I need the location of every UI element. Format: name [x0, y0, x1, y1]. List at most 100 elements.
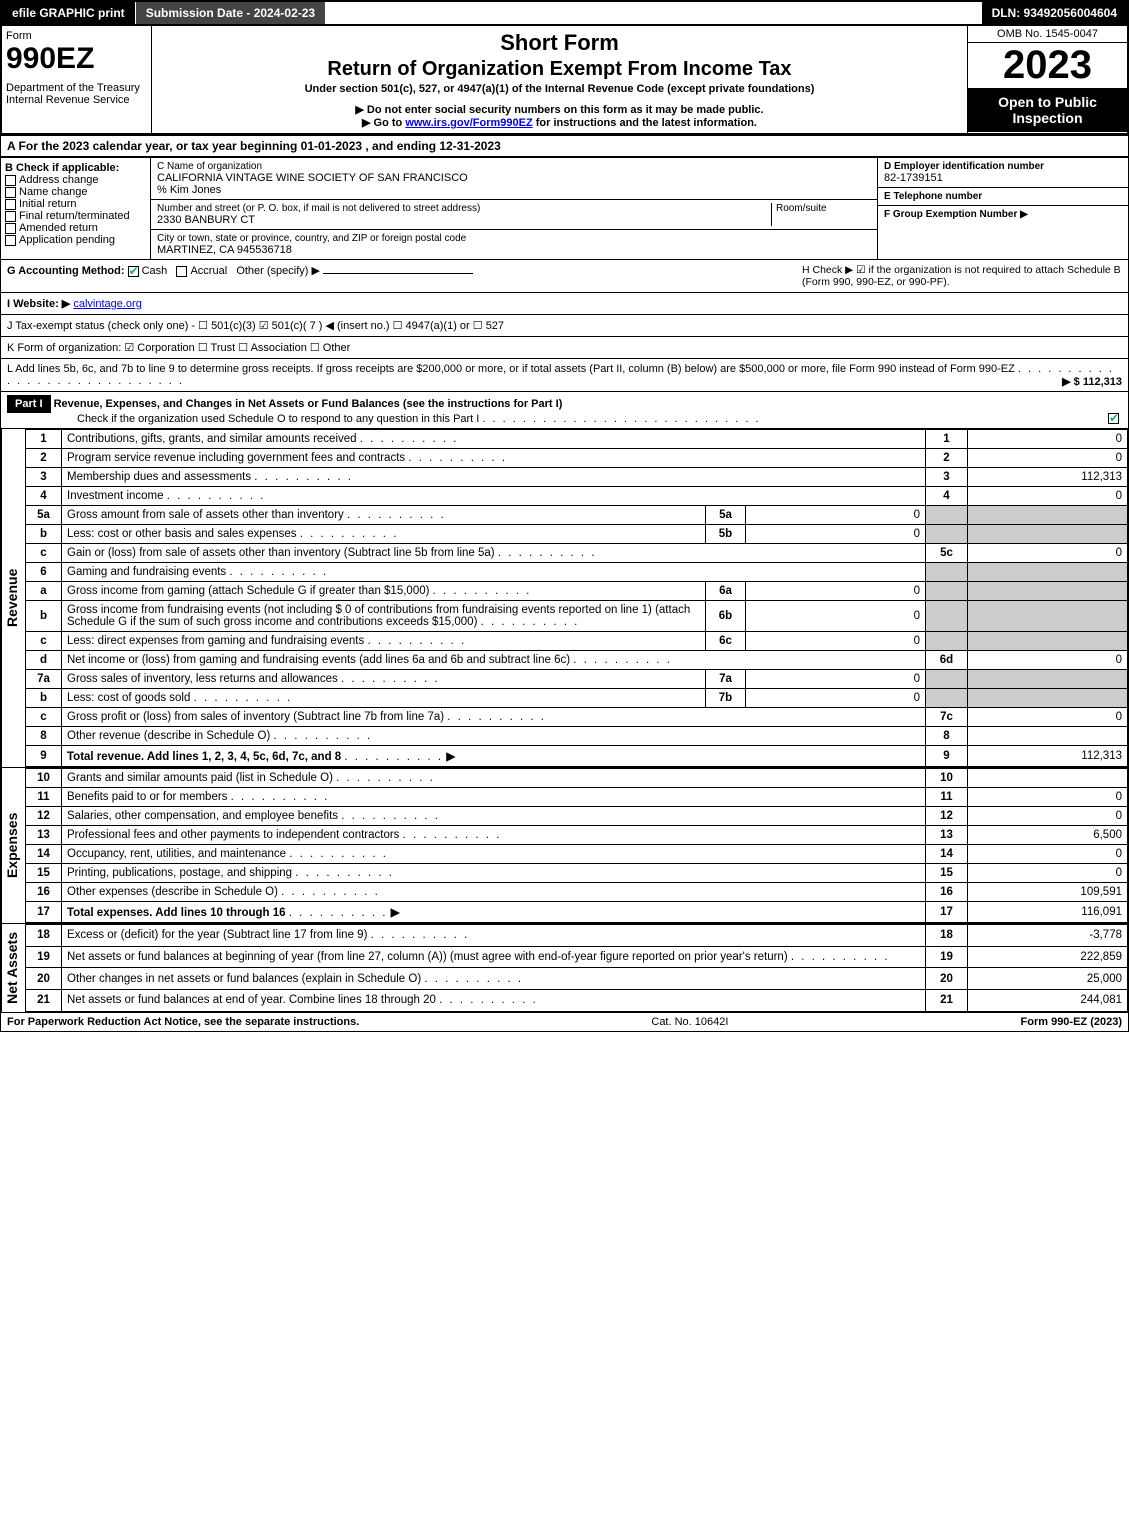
- line-col-label: 2: [926, 449, 968, 468]
- grey-cell: [968, 506, 1128, 525]
- line-description: Net assets or fund balances at end of ye…: [62, 990, 926, 1012]
- grey-cell: [926, 670, 968, 689]
- line-number: 15: [26, 864, 62, 883]
- website-link[interactable]: calvintage.org: [73, 298, 142, 310]
- title-short-form: Short Form: [156, 30, 963, 56]
- line-L-gross-receipts: L Add lines 5b, 6c, and 7b to line 9 to …: [0, 359, 1129, 392]
- line-col-label: 15: [926, 864, 968, 883]
- line-value: [968, 727, 1128, 746]
- line-GH: G Accounting Method: Cash Accrual Other …: [0, 260, 1129, 293]
- line-number: a: [26, 582, 62, 601]
- line-description: Gross income from fundraising events (no…: [62, 601, 706, 632]
- line-number: b: [26, 689, 62, 708]
- sub-line-label: 7a: [706, 670, 746, 689]
- table-row: 21Net assets or fund balances at end of …: [26, 990, 1128, 1012]
- line-K-form-org: K Form of organization: ☑ Corporation ☐ …: [0, 337, 1129, 359]
- line-description: Gross income from gaming (attach Schedul…: [62, 582, 706, 601]
- part-I-badge: Part I: [7, 395, 51, 413]
- line-number: 18: [26, 925, 62, 947]
- line-description: Contributions, gifts, grants, and simila…: [62, 430, 926, 449]
- line-col-label: 8: [926, 727, 968, 746]
- line-description: Other expenses (describe in Schedule O) …: [62, 883, 926, 902]
- line-number: 20: [26, 968, 62, 990]
- city-label: City or town, state or province, country…: [157, 233, 871, 244]
- subtitle-section: Under section 501(c), 527, or 4947(a)(1)…: [156, 83, 963, 95]
- header-center: Short Form Return of Organization Exempt…: [152, 26, 967, 133]
- room-label: Room/suite: [776, 203, 871, 214]
- line-number: 12: [26, 807, 62, 826]
- table-row: 20Other changes in net assets or fund ba…: [26, 968, 1128, 990]
- table-row: cGross profit or (loss) from sales of in…: [26, 708, 1128, 727]
- chk-name-change[interactable]: Name change: [5, 186, 146, 198]
- part-I-header-row: Part I Revenue, Expenses, and Changes in…: [0, 392, 1129, 429]
- efile-print-label[interactable]: efile GRAPHIC print: [2, 2, 135, 24]
- sub-line-value: 0: [746, 689, 926, 708]
- line-col-label: 19: [926, 946, 968, 968]
- chk-application-pending[interactable]: Application pending: [5, 234, 146, 246]
- ein-value: 82-1739151: [884, 172, 1122, 184]
- chk-cash[interactable]: [128, 266, 139, 277]
- table-row: bLess: cost of goods sold . . . . . . . …: [26, 689, 1128, 708]
- chk-initial-return[interactable]: Initial return: [5, 198, 146, 210]
- netassets-side-label: Net Assets: [1, 924, 25, 1012]
- line-number: 7a: [26, 670, 62, 689]
- D-label: D Employer identification number: [884, 161, 1122, 172]
- table-row: 16Other expenses (describe in Schedule O…: [26, 883, 1128, 902]
- chk-final-return[interactable]: Final return/terminated: [5, 210, 146, 222]
- irs-link[interactable]: www.irs.gov/Form990EZ: [405, 117, 532, 129]
- table-row: 6Gaming and fundraising events . . . . .…: [26, 563, 1128, 582]
- grey-cell: [926, 601, 968, 632]
- expenses-section: Expenses 10Grants and similar amounts pa…: [0, 768, 1129, 924]
- line-value: 0: [968, 708, 1128, 727]
- table-row: bGross income from fundraising events (n…: [26, 601, 1128, 632]
- line-A-tax-year: A For the 2023 calendar year, or tax yea…: [0, 135, 1129, 157]
- chk-accrual[interactable]: [176, 266, 187, 277]
- line-value: 25,000: [968, 968, 1128, 990]
- line-description: Less: direct expenses from gaming and fu…: [62, 632, 706, 651]
- table-row: 10Grants and similar amounts paid (list …: [26, 769, 1128, 788]
- line-value: 0: [968, 449, 1128, 468]
- line-description: Investment income . . . . . . . . . .: [62, 487, 926, 506]
- table-row: 11Benefits paid to or for members . . . …: [26, 788, 1128, 807]
- care-of: % Kim Jones: [157, 184, 871, 196]
- table-row: 18Excess or (deficit) for the year (Subt…: [26, 925, 1128, 947]
- grey-cell: [968, 525, 1128, 544]
- line-number: c: [26, 544, 62, 563]
- col-B-checkboxes: B Check if applicable: Address change Na…: [1, 158, 151, 259]
- expenses-side-label: Expenses: [1, 768, 25, 923]
- line-col-label: 18: [926, 925, 968, 947]
- line-description: Benefits paid to or for members . . . . …: [62, 788, 926, 807]
- line-value: 0: [968, 651, 1128, 670]
- street-label: Number and street (or P. O. box, if mail…: [157, 203, 771, 214]
- sub-line-label: 5a: [706, 506, 746, 525]
- open-to-public: Open to Public Inspection: [968, 88, 1127, 132]
- dln-number: DLN: 93492056004604: [982, 2, 1127, 24]
- chk-schedule-o[interactable]: [1108, 413, 1119, 424]
- revenue-side-label: Revenue: [1, 429, 25, 767]
- line-number: 8: [26, 727, 62, 746]
- line-number: 11: [26, 788, 62, 807]
- chk-address-change[interactable]: Address change: [5, 174, 146, 186]
- line-col-label: 9: [926, 746, 968, 767]
- line-col-label: 13: [926, 826, 968, 845]
- line-col-label: 5c: [926, 544, 968, 563]
- line-description: Professional fees and other payments to …: [62, 826, 926, 845]
- chk-amended-return[interactable]: Amended return: [5, 222, 146, 234]
- line-description: Gross amount from sale of assets other t…: [62, 506, 706, 525]
- form-header: Form 990EZ Department of the Treasury In…: [0, 26, 1129, 135]
- F-label: F Group Exemption Number ▶: [884, 209, 1122, 220]
- line-number: 6: [26, 563, 62, 582]
- line-value: 244,081: [968, 990, 1128, 1012]
- line-number: 1: [26, 430, 62, 449]
- table-row: 13Professional fees and other payments t…: [26, 826, 1128, 845]
- line-number: 16: [26, 883, 62, 902]
- line-col-label: 16: [926, 883, 968, 902]
- page-footer: For Paperwork Reduction Act Notice, see …: [0, 1013, 1129, 1032]
- form-number: 990EZ: [6, 42, 147, 76]
- footer-left: For Paperwork Reduction Act Notice, see …: [7, 1016, 359, 1028]
- revenue-section: Revenue 1Contributions, gifts, grants, a…: [0, 429, 1129, 768]
- line-number: c: [26, 632, 62, 651]
- line-number: 10: [26, 769, 62, 788]
- H-schedule-b: H Check ▶ ☑ if the organization is not r…: [802, 264, 1122, 288]
- table-row: 17Total expenses. Add lines 10 through 1…: [26, 902, 1128, 923]
